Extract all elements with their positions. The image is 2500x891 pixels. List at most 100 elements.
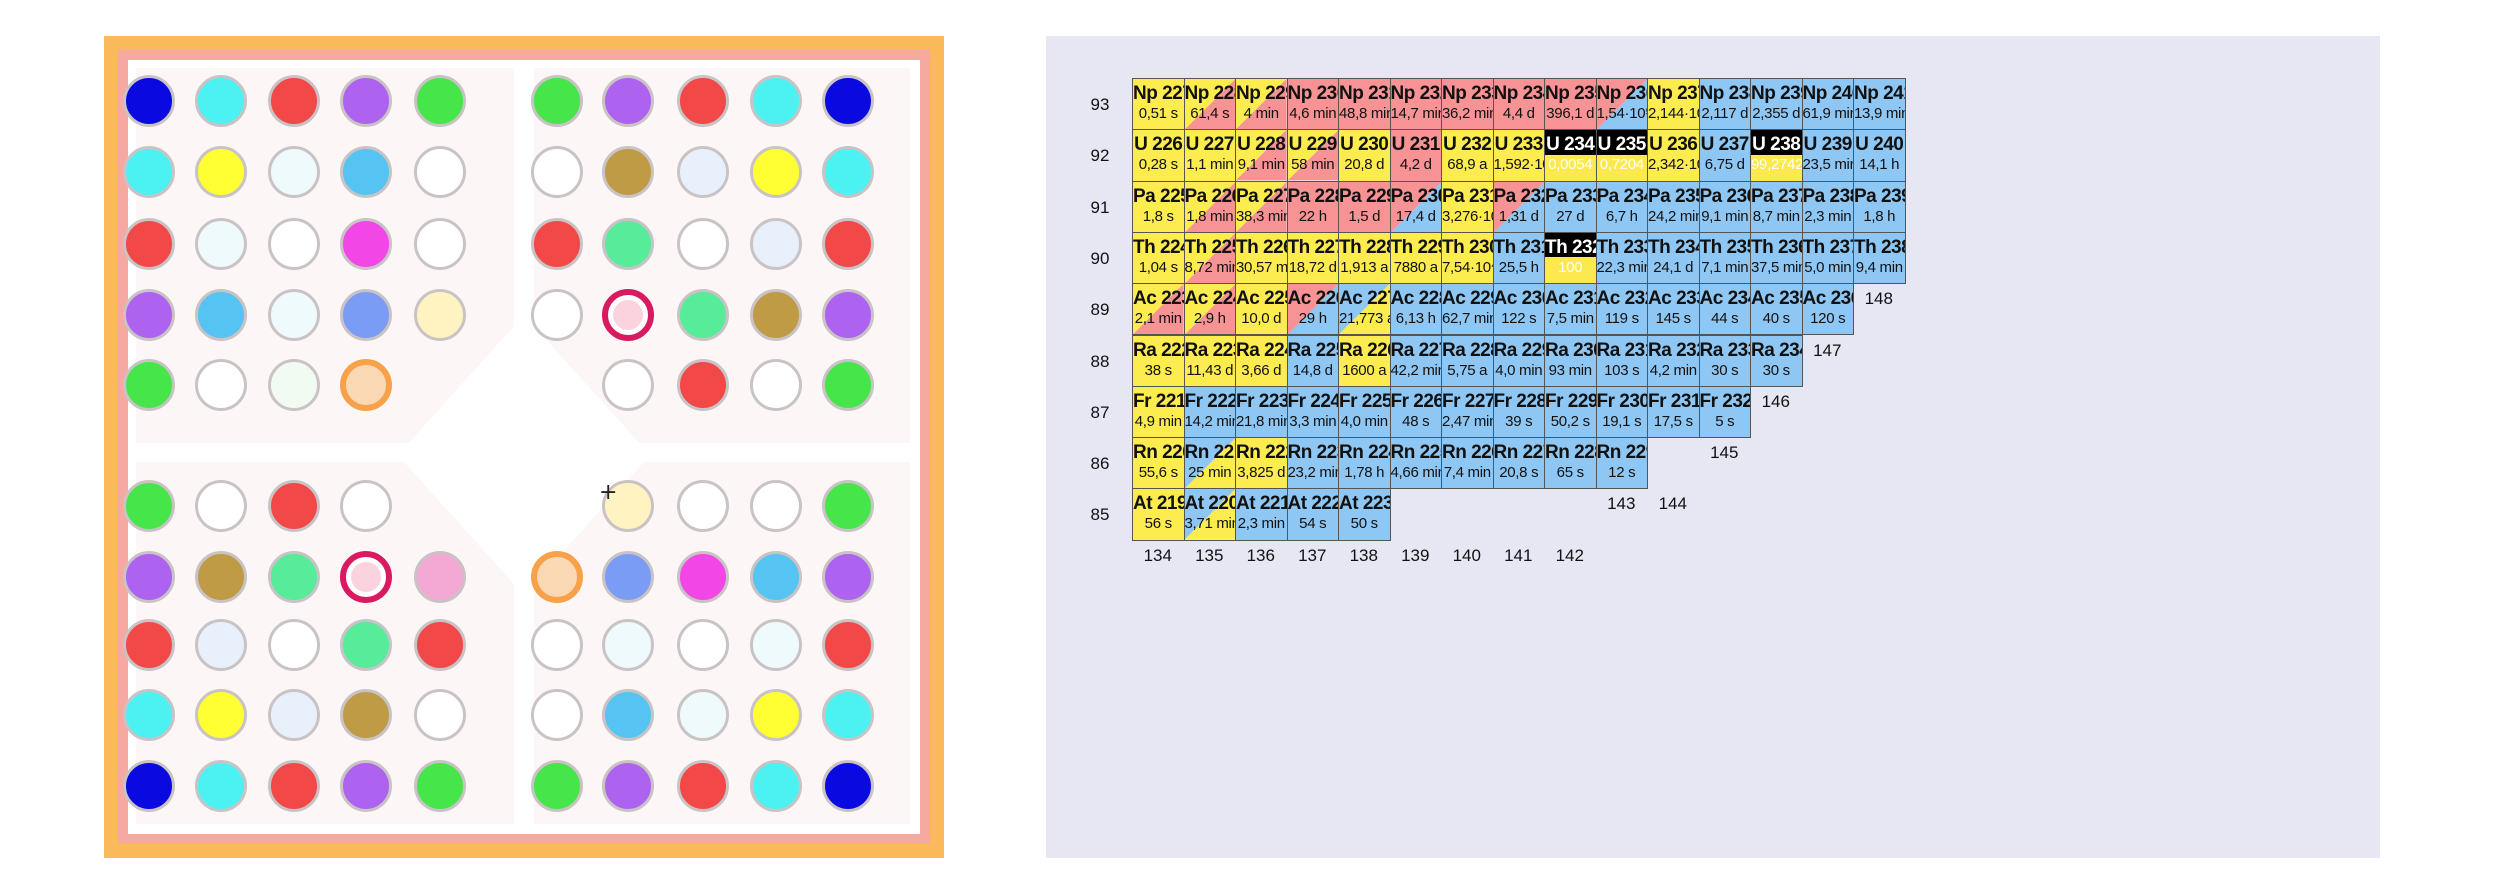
board-ball[interactable] — [195, 359, 247, 411]
board-ball[interactable] — [677, 689, 729, 741]
board-ball[interactable] — [123, 760, 175, 812]
nuclide-cell[interactable]: Ra 23430 s — [1750, 334, 1803, 387]
nuclide-cell[interactable]: Pa 2391,8 h — [1853, 180, 1906, 233]
board-ball[interactable] — [268, 480, 320, 532]
board-ball[interactable] — [602, 689, 654, 741]
board-ball[interactable] — [123, 359, 175, 411]
board-ball[interactable] — [822, 551, 874, 603]
nuclide-cell[interactable]: Fr 222 14,2 min — [1183, 385, 1236, 439]
nuclide-cell[interactable]: Ac 2286,13 h — [1389, 283, 1442, 336]
nuclide-cell[interactable]: Pa 23524,2 min — [1647, 180, 1700, 233]
board-ball[interactable] — [268, 146, 320, 198]
board-ball[interactable] — [195, 218, 247, 270]
nuclide-cell[interactable]: Ra 23330 s — [1698, 334, 1751, 387]
nuclide-cell[interactable]: Np 23148,8 min — [1338, 78, 1391, 131]
nuclide-cell[interactable]: Th 233 22,3 min — [1595, 231, 1648, 285]
nuclide-cell[interactable]: Fr 229 50,2 s — [1544, 385, 1597, 439]
board-ball[interactable] — [340, 760, 392, 812]
board-ball[interactable] — [602, 619, 654, 671]
board-ball[interactable] — [340, 359, 392, 411]
board-ball[interactable] — [414, 551, 466, 603]
nuclide-cell[interactable]: Ra 231103 s — [1595, 334, 1648, 387]
nuclide-cell[interactable]: Ac 233145 s — [1647, 283, 1700, 336]
board-ball[interactable] — [340, 146, 392, 198]
nuclide-cell[interactable]: Fr 225 4,0 min — [1338, 385, 1391, 439]
board-ball[interactable] — [822, 75, 874, 127]
board-ball[interactable] — [822, 146, 874, 198]
nuclide-cell[interactable]: Pa 22738,3 min — [1235, 180, 1288, 233]
board-ball[interactable] — [268, 760, 320, 812]
nuclide-cell[interactable]: Ac 236120 s — [1801, 283, 1854, 336]
board-ball[interactable] — [340, 689, 392, 741]
nuclide-cell[interactable]: U 231 4,2 d — [1389, 129, 1442, 182]
nuclide-cell[interactable]: U 227 1,1 min — [1183, 129, 1236, 182]
nuclide-cell[interactable]: Np 235396,1 d — [1544, 78, 1597, 131]
board-ball[interactable] — [750, 760, 802, 812]
nuclide-cell[interactable]: Ra 22742,2 min — [1389, 334, 1442, 387]
board-ball[interactable] — [340, 75, 392, 127]
nuclide-cell[interactable]: Pa 2346,7 h — [1595, 180, 1648, 233]
nuclide-cell[interactable]: At 223 50 s — [1338, 488, 1391, 541]
board-ball[interactable] — [123, 619, 175, 671]
board-ball[interactable] — [340, 480, 392, 532]
nuclide-cell[interactable]: Np 23336,2 min — [1441, 78, 1494, 131]
board-ball[interactable] — [677, 218, 729, 270]
board-ball[interactable] — [750, 551, 802, 603]
nuclide-cell[interactable]: Pa 23327 d — [1544, 180, 1597, 233]
board-ball[interactable] — [123, 551, 175, 603]
board-ball[interactable] — [750, 75, 802, 127]
nuclide-cell[interactable]: Fr 231 17,5 s — [1647, 385, 1700, 439]
nuclide-cell[interactable]: Pa 23017,4 d — [1389, 180, 1442, 233]
nuclide-cell[interactable]: Th 229 7880 a — [1389, 231, 1442, 285]
nuclide-cell[interactable]: Ra 2261600 a — [1338, 334, 1391, 387]
nuclide-cell[interactable]: Fr 230 19,1 s — [1595, 385, 1648, 439]
nuclide-cell[interactable]: Np 24061,9 min — [1801, 78, 1854, 131]
board-ball[interactable] — [531, 619, 583, 671]
board-ball[interactable] — [602, 760, 654, 812]
board-ball[interactable] — [195, 146, 247, 198]
board-ball[interactable] — [602, 359, 654, 411]
board-ball[interactable] — [195, 551, 247, 603]
board-ball[interactable] — [822, 619, 874, 671]
nuclide-cell[interactable]: Ra 22238 s — [1132, 334, 1185, 387]
nuclide-cell[interactable]: Rn 22865 s — [1544, 437, 1597, 490]
board-ball[interactable] — [123, 75, 175, 127]
nuclide-cell[interactable]: Th 234 24,1 d — [1647, 231, 1700, 285]
board-ball[interactable] — [414, 218, 466, 270]
nuclide-cell[interactable]: Th 236 37,5 min — [1750, 231, 1803, 285]
nuclide-cell[interactable]: Ac 232119 s — [1595, 283, 1648, 336]
board-ball[interactable] — [822, 760, 874, 812]
nuclide-cell[interactable]: U 240 14,1 h — [1853, 129, 1906, 182]
board-ball[interactable] — [677, 146, 729, 198]
board-ball[interactable] — [750, 480, 802, 532]
board-ball[interactable] — [195, 689, 247, 741]
board-ball[interactable] — [123, 689, 175, 741]
nuclide-cell[interactable]: Th 235 7,1 min — [1698, 231, 1751, 285]
board-ball[interactable] — [268, 218, 320, 270]
board-ball[interactable] — [677, 551, 729, 603]
nuclide-cell[interactable]: Np 2294 min — [1235, 78, 1288, 131]
board-ball[interactable] — [531, 760, 583, 812]
nuclide-cell[interactable]: Th 228 1,913 a — [1338, 231, 1391, 285]
board-ball[interactable] — [602, 218, 654, 270]
nuclide-cell[interactable]: Rn 2267,4 min — [1441, 437, 1494, 490]
nuclide-cell[interactable]: Np 23214,7 min — [1389, 78, 1442, 131]
board-ball[interactable] — [414, 146, 466, 198]
board-ball[interactable] — [195, 619, 247, 671]
nuclide-cell[interactable]: Np 2304,6 min — [1286, 78, 1339, 131]
board-ball[interactable] — [195, 75, 247, 127]
nuclide-cell[interactable]: Th 231 25,5 h — [1492, 231, 1545, 285]
nuclide-cell[interactable]: Np 24113,9 min — [1853, 78, 1906, 131]
board-ball[interactable] — [677, 359, 729, 411]
nuclide-cell[interactable]: Pa 22822 h — [1286, 180, 1339, 233]
